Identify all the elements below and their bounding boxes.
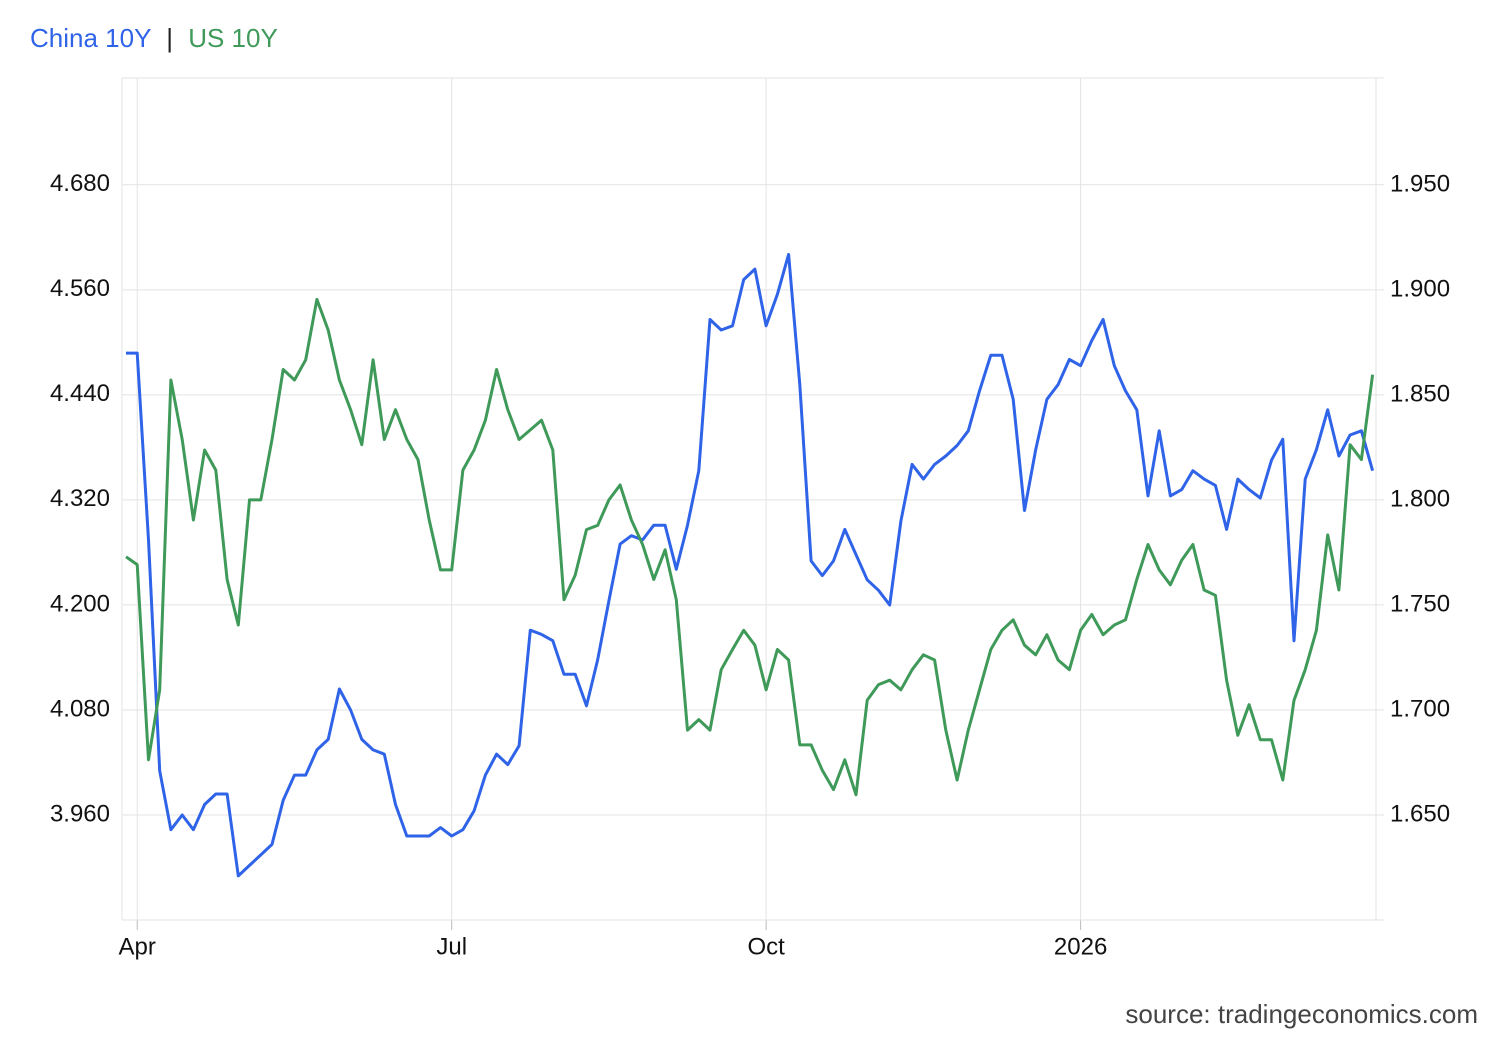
x-tick-label: Oct: [747, 933, 785, 960]
y-tick-label: 4.560: [50, 275, 110, 302]
x-tick-label: 2026: [1054, 933, 1107, 960]
y2-tick-label: 1.650: [1390, 800, 1450, 827]
legend-separator: |: [166, 23, 173, 53]
legend-entry: US 10Y: [188, 23, 278, 53]
legend: China 10Y | US 10Y: [30, 23, 278, 53]
series-line: [125, 297, 1375, 797]
y2-tick-label: 1.850: [1390, 380, 1450, 407]
source: source: tradingeconomics.com: [1125, 999, 1478, 1029]
y-tick-label: 4.200: [50, 590, 110, 617]
y2-tick-label: 1.900: [1390, 275, 1450, 302]
y2-tick-label: 1.800: [1390, 485, 1450, 512]
x-tick-label: Jul: [436, 933, 467, 960]
y2-tick-label: 1.750: [1390, 590, 1450, 617]
x-tick-label: Apr: [119, 933, 156, 960]
series-line: [126, 252, 1375, 878]
y-tick-label: 4.440: [50, 380, 110, 407]
y2-tick-label: 1.950: [1390, 170, 1450, 197]
y2-tick-label: 1.700: [1390, 695, 1450, 722]
y-tick-label: 4.080: [50, 695, 110, 722]
legend-entry: China 10Y: [30, 23, 151, 53]
y-tick-label: 4.680: [50, 170, 110, 197]
y-tick-label: 4.320: [50, 485, 110, 512]
y-tick-label: 3.960: [50, 800, 110, 827]
